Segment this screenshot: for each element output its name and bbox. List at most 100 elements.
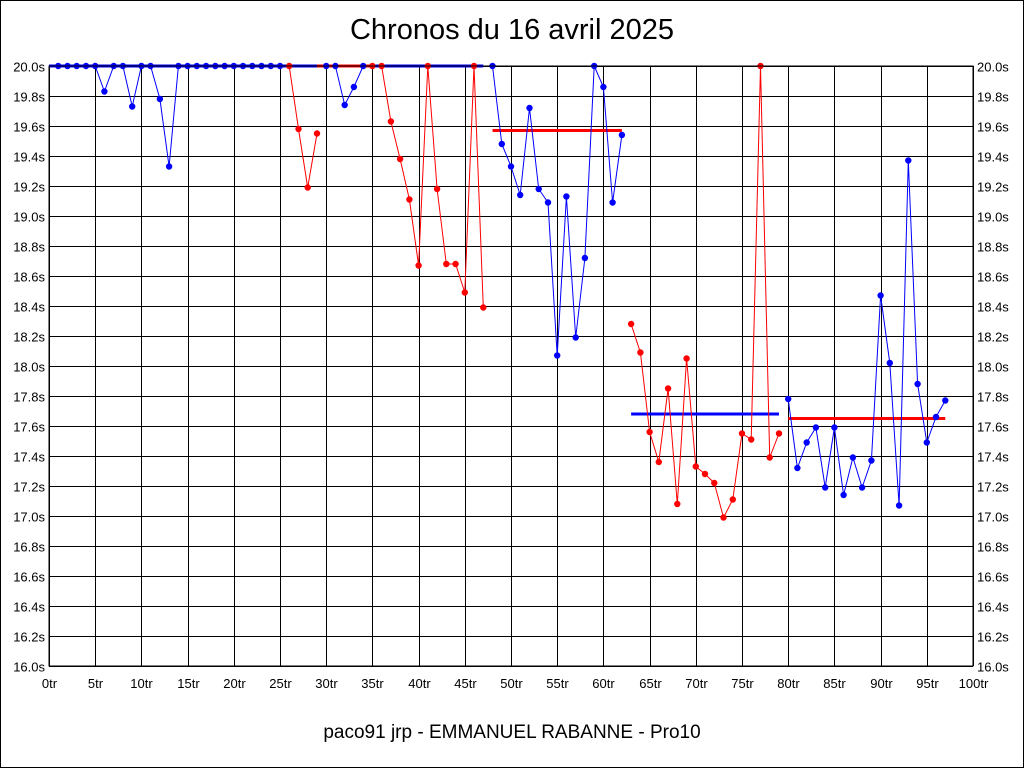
y-tick-label-left: 19.2s <box>13 180 45 195</box>
data-point <box>831 424 838 431</box>
data-point <box>600 83 607 91</box>
data-point <box>563 193 570 200</box>
y-tick-label-left: 17.0s <box>13 510 45 525</box>
x-tick-label: 15tr <box>177 676 200 691</box>
y-tick-label-right: 19.4s <box>977 150 1009 165</box>
y-tick-label-left: 18.6s <box>13 270 45 285</box>
x-tick-label: 25tr <box>269 676 292 691</box>
data-point <box>785 395 792 403</box>
y-tick-label-right: 19.8s <box>977 90 1009 105</box>
y-tick-label-right: 17.6s <box>977 420 1009 435</box>
data-point <box>701 470 709 478</box>
data-point <box>932 413 940 421</box>
y-tick-label-left: 19.8s <box>13 90 45 105</box>
y-tick-label-right: 17.8s <box>977 390 1009 405</box>
y-tick-label-right: 20.0s <box>977 60 1009 75</box>
data-point <box>415 262 422 269</box>
series-line <box>288 65 318 188</box>
x-tick-label: 45tr <box>454 676 477 691</box>
y-tick-label-left: 18.2s <box>13 330 45 345</box>
data-point <box>914 380 921 388</box>
data-point <box>840 491 847 499</box>
y-tick-label-left: 16.0s <box>13 660 45 675</box>
y-tick-label-left: 18.8s <box>13 240 45 255</box>
data-point <box>923 439 930 446</box>
data-point <box>627 320 635 328</box>
y-tick-label-right: 19.2s <box>977 180 1009 195</box>
data-point <box>313 130 321 137</box>
data-point <box>858 484 866 491</box>
data-point <box>129 103 136 110</box>
data-point <box>646 428 653 436</box>
data-point <box>664 385 672 392</box>
series-line <box>58 65 280 167</box>
y-tick-label-right: 16.6s <box>977 570 1009 585</box>
data-point <box>507 163 515 170</box>
series-lines <box>58 65 946 519</box>
data-point <box>443 260 450 268</box>
y-tick-label-right: 19.6s <box>977 120 1009 135</box>
y-tick-label-left: 17.4s <box>13 450 45 465</box>
data-point <box>350 83 358 91</box>
data-point <box>803 439 810 446</box>
data-point <box>554 352 561 359</box>
y-tick-label-left: 17.8s <box>13 390 45 405</box>
data-point <box>156 95 164 103</box>
tick-labels: 0tr 5tr 10tr 15tr 20tr 25tr 30tr 35tr 40tr 45tr 50… <box>13 60 1009 692</box>
data-point <box>895 502 903 509</box>
y-tick-label-left: 16.8s <box>13 540 45 555</box>
y-tick-label-right: 16.8s <box>977 540 1009 555</box>
data-point <box>396 155 404 163</box>
y-tick-label-left: 18.0s <box>13 360 45 375</box>
x-tick-label: 35tr <box>361 676 384 691</box>
x-tick-label: 95tr <box>916 676 939 691</box>
y-tick-label-right: 19.0s <box>977 210 1009 225</box>
series-line <box>630 65 780 519</box>
x-tick-label: 20tr <box>223 676 246 691</box>
data-point <box>295 125 302 133</box>
data-point <box>812 424 820 431</box>
y-tick-label-right: 17.2s <box>977 480 1009 495</box>
data-point <box>498 140 505 148</box>
data-point <box>655 458 662 466</box>
data-point <box>868 457 875 464</box>
x-tick-label: 75tr <box>731 676 754 691</box>
y-tick-label-left: 16.4s <box>13 600 45 615</box>
data-point <box>766 454 773 461</box>
y-tick-label-left: 19.6s <box>13 120 45 135</box>
x-tick-label: 55tr <box>546 676 569 691</box>
x-tick-label: 60tr <box>592 676 615 691</box>
y-tick-label-right: 16.2s <box>977 630 1009 645</box>
y-tick-label-right: 18.0s <box>977 360 1009 375</box>
data-point <box>748 436 755 443</box>
data-point <box>526 104 533 112</box>
series-line <box>326 65 364 107</box>
data-point <box>794 464 801 472</box>
y-tick-label-right: 16.0s <box>977 660 1009 675</box>
data-point <box>674 500 681 508</box>
x-tick-label: 85tr <box>823 676 846 691</box>
data-point <box>729 496 736 503</box>
x-tick-label: 100tr <box>959 676 989 691</box>
data-point <box>406 196 413 203</box>
y-tick-label-right: 16.4s <box>977 600 1009 615</box>
data-point <box>683 355 690 362</box>
data-point <box>849 454 857 461</box>
y-tick-label-left: 20.0s <box>13 60 45 75</box>
series-line <box>787 160 946 506</box>
y-tick-label-right: 18.2s <box>977 330 1009 345</box>
x-tick-label: 40tr <box>408 676 431 691</box>
y-tick-label-left: 16.6s <box>13 570 45 585</box>
y-tick-label-left: 19.4s <box>13 150 45 165</box>
data-point <box>433 185 441 193</box>
y-tick-label-right: 18.6s <box>977 270 1009 285</box>
data-point <box>637 349 644 356</box>
y-tick-label-left: 19.0s <box>13 210 45 225</box>
data-point <box>101 88 108 95</box>
data-point <box>304 184 311 191</box>
data-point <box>609 199 616 206</box>
data-point <box>822 484 829 491</box>
x-tick-label: 5tr <box>88 676 104 691</box>
y-tick-label-right: 18.8s <box>977 240 1009 255</box>
